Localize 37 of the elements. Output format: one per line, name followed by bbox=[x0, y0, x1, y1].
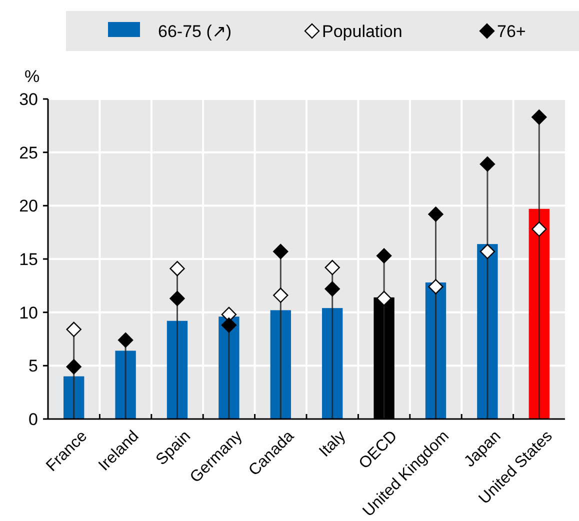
bar bbox=[322, 308, 343, 419]
y-tick-label: 20 bbox=[19, 196, 38, 216]
point bbox=[273, 244, 288, 260]
y-tick-label: 15 bbox=[19, 250, 38, 269]
point bbox=[376, 290, 392, 306]
y-tick-label: 0 bbox=[28, 410, 38, 429]
point bbox=[376, 248, 392, 264]
point bbox=[66, 322, 82, 337]
point bbox=[170, 290, 185, 306]
point bbox=[324, 281, 340, 296]
bar bbox=[115, 350, 136, 419]
y-tick-label: 10 bbox=[19, 303, 38, 322]
legend-label: 76+ bbox=[497, 22, 526, 41]
legend-label: 66-75 (↗) bbox=[158, 22, 232, 41]
bar bbox=[166, 320, 188, 419]
x-tick-label: Italy bbox=[316, 428, 350, 460]
legend-label: Population bbox=[322, 22, 402, 41]
point bbox=[480, 244, 496, 260]
point bbox=[324, 260, 340, 276]
y-tick-label: 25 bbox=[19, 143, 38, 162]
y-tick-label: 5 bbox=[28, 356, 38, 376]
point bbox=[532, 222, 547, 237]
bar bbox=[270, 310, 291, 419]
y-tick-label: 30 bbox=[19, 90, 38, 109]
point bbox=[532, 110, 547, 125]
point bbox=[66, 359, 82, 374]
y-axis-title: % bbox=[24, 67, 40, 86]
point bbox=[480, 156, 496, 172]
bar bbox=[477, 244, 498, 419]
point bbox=[428, 206, 444, 222]
point bbox=[221, 318, 237, 333]
bar bbox=[64, 376, 84, 419]
bar bbox=[528, 208, 550, 419]
point bbox=[428, 279, 444, 294]
point bbox=[118, 332, 134, 348]
point bbox=[170, 261, 185, 276]
point bbox=[273, 288, 288, 303]
